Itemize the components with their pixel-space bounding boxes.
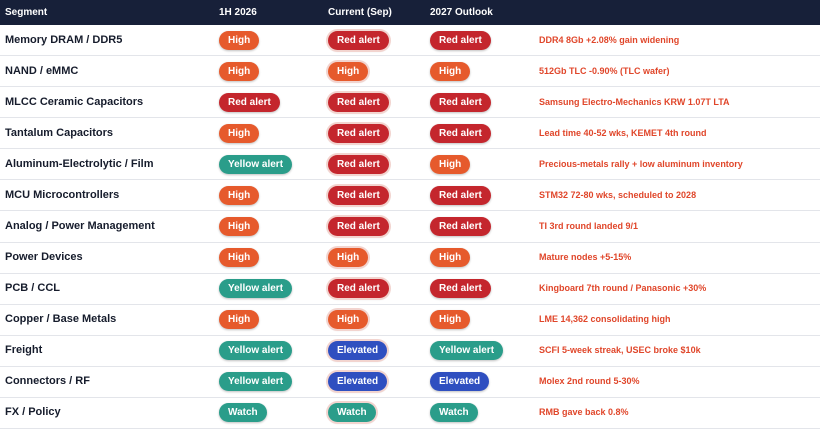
segment-name: Connectors / RF	[5, 375, 90, 388]
table-row: MLCC Ceramic Capacitors Red alert Red aler…	[0, 87, 820, 119]
status-badge: Watch	[328, 403, 376, 423]
status-badge: High	[219, 216, 260, 236]
status-badge: Elevated	[328, 341, 388, 361]
status-badge: High	[219, 30, 260, 50]
status-badge: High	[430, 154, 471, 174]
status-badge: High	[219, 248, 260, 268]
status-badge: Red alert	[328, 279, 389, 299]
row-note: STM32 72-80 wks, scheduled to 2028	[539, 189, 697, 200]
status-badge: Red alert	[219, 92, 280, 112]
row-note: Precious-metals rally + low aluminum inv…	[539, 158, 743, 169]
table-row: MCU Microcontrollers High Red alert Red ale…	[0, 180, 820, 212]
segment-name: NAND / eMMC	[5, 64, 79, 77]
status-badge: High	[430, 310, 471, 330]
header-cell: 1H 2026	[219, 7, 257, 18]
row-note: Kingboard 7th round / Panasonic +30%	[539, 283, 707, 294]
status-badge: Red alert	[430, 92, 491, 112]
status-badge: Yellow alert	[219, 341, 293, 361]
segment-name: Memory DRAM / DDR5	[5, 33, 123, 46]
segment-name: MCU Microcontrollers	[5, 188, 120, 201]
segment-name: Copper / Base Metals	[5, 313, 117, 326]
row-note: Lead time 40-52 wks, KEMET 4th round	[539, 127, 707, 138]
header-cell: Segment	[5, 7, 48, 18]
status-badge: Red alert	[328, 185, 389, 205]
status-badge: Red alert	[430, 30, 491, 50]
table-row: Connectors / RF Yellow alert Elevated Eleva…	[0, 367, 820, 398]
row-note: TI 3rd round landed 9/1	[539, 220, 639, 231]
status-badge: Watch	[219, 403, 267, 423]
status-badge: High	[328, 310, 369, 330]
row-note: Molex 2nd round 5-30%	[539, 376, 640, 387]
status-badge: High	[219, 61, 260, 81]
status-badge: Elevated	[328, 372, 388, 392]
status-badge: Red alert	[328, 30, 389, 50]
status-badge: Red alert	[328, 92, 389, 112]
status-badge: High	[430, 61, 471, 81]
row-note: RMB gave back 0.8%	[539, 407, 629, 418]
row-note: 512Gb TLC -0.90% (TLC wafer)	[539, 65, 670, 76]
status-badge: High	[219, 310, 260, 330]
table-row: Power Devices High High High Mature nodes +5…	[0, 243, 820, 274]
table-row: Memory DRAM / DDR5 High Red alert Red alert…	[0, 25, 820, 57]
segment-name: PCB / CCL	[5, 282, 60, 295]
status-badge: Red alert	[430, 123, 491, 143]
segment-name: FX / Policy	[5, 406, 61, 419]
segment-name: Aluminum-Electrolytic / Film	[5, 157, 154, 170]
header-cell: 2027 Outlook	[430, 7, 493, 18]
row-note: Samsung Electro-Mechanics KRW 1.07T LTA	[539, 96, 730, 107]
row-note: DDR4 8Gb +2.08% gain widening	[539, 34, 680, 45]
status-badge: Red alert	[328, 216, 389, 236]
table-row: FX / Policy Watch Watch Watch RMB gave back …	[0, 398, 820, 429]
status-badge: High	[219, 185, 260, 205]
status-badge: High	[328, 61, 369, 81]
table-row: NAND / eMMC High High High 512Gb TLC -0.90% …	[0, 56, 820, 88]
status-badge: High	[430, 248, 471, 268]
header-cell: Current (Sep)	[328, 7, 392, 18]
status-badge: Red alert	[328, 154, 389, 174]
status-badge: Red alert	[430, 216, 491, 236]
header-bar: Segment 1H 2026 Current (Sep) 2027 Outlo…	[0, 0, 820, 25]
table-row: Freight Yellow alert Elevated Yellow alert S…	[0, 336, 820, 367]
segment-name: Tantalum Capacitors	[5, 126, 113, 139]
status-badge: Yellow alert	[219, 279, 293, 299]
row-note: LME 14,362 consolidating high	[539, 314, 671, 325]
status-badge: Yellow alert	[219, 154, 293, 174]
row-note: SCFI 5-week streak, USEC broke $10k	[539, 345, 701, 356]
status-badge: Elevated	[430, 372, 490, 392]
status-badge: High	[328, 248, 369, 268]
segment-name: Freight	[5, 344, 43, 357]
status-badge: Red alert	[430, 185, 491, 205]
segment-name: Analog / Power Management	[5, 219, 155, 232]
segment-name: MLCC Ceramic Capacitors	[5, 95, 144, 108]
row-note: Mature nodes +5-15%	[539, 252, 632, 263]
table-row: Analog / Power Management High Red alert Re…	[0, 211, 820, 243]
status-badge: Yellow alert	[430, 341, 504, 361]
status-badge: Yellow alert	[219, 372, 293, 392]
status-badge: Red alert	[328, 123, 389, 143]
status-badge: Red alert	[430, 279, 491, 299]
segment-name: Power Devices	[5, 251, 83, 264]
table-row: Copper / Base Metals High High High LME 14,3…	[0, 305, 820, 336]
table-row: Aluminum-Electrolytic / Film Yellow alert…	[0, 149, 820, 181]
table-row: PCB / CCL Yellow alert Red alert Red alert K…	[0, 274, 820, 305]
status-badge: High	[219, 123, 260, 143]
table-row: Tantalum Capacitors High Red alert Red aler…	[0, 118, 820, 150]
status-badge: Watch	[430, 403, 478, 423]
